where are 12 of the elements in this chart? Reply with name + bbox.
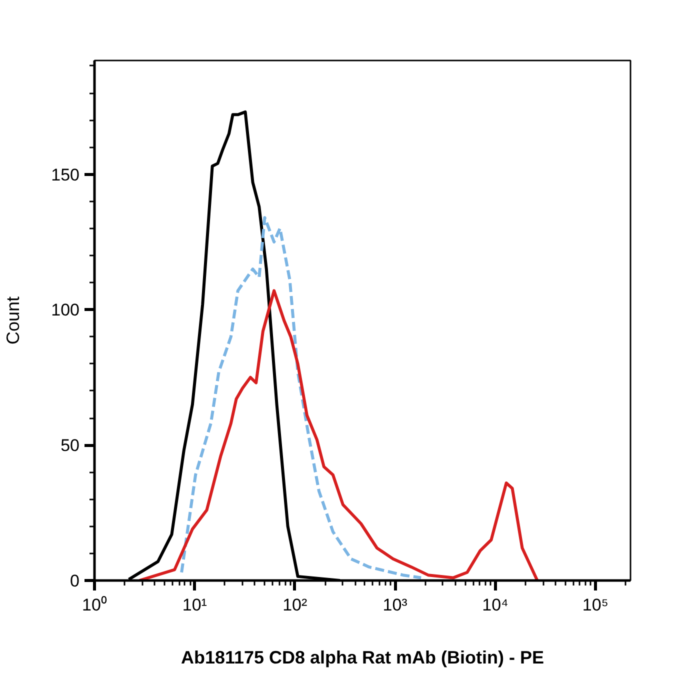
x-tick-label: 10⁰ [82, 596, 107, 614]
x-tick-label: 10⁵ [582, 596, 608, 614]
x-tick-label: 10³ [382, 596, 408, 614]
y-tick-label: 100 [51, 300, 80, 320]
y-axis-title: Count [3, 296, 24, 345]
y-tick-label: 150 [51, 165, 80, 184]
y-tick-label: 0 [70, 572, 80, 590]
y-tick-label: 50 [60, 436, 80, 456]
x-tick-label: 10¹ [182, 596, 208, 614]
x-tick-label: 10² [282, 596, 308, 614]
x-axis-title: Ab181175 CD8 alpha Rat mAb (Biotin) - PE [180, 648, 544, 668]
x-tick-label: 10⁴ [482, 596, 508, 614]
